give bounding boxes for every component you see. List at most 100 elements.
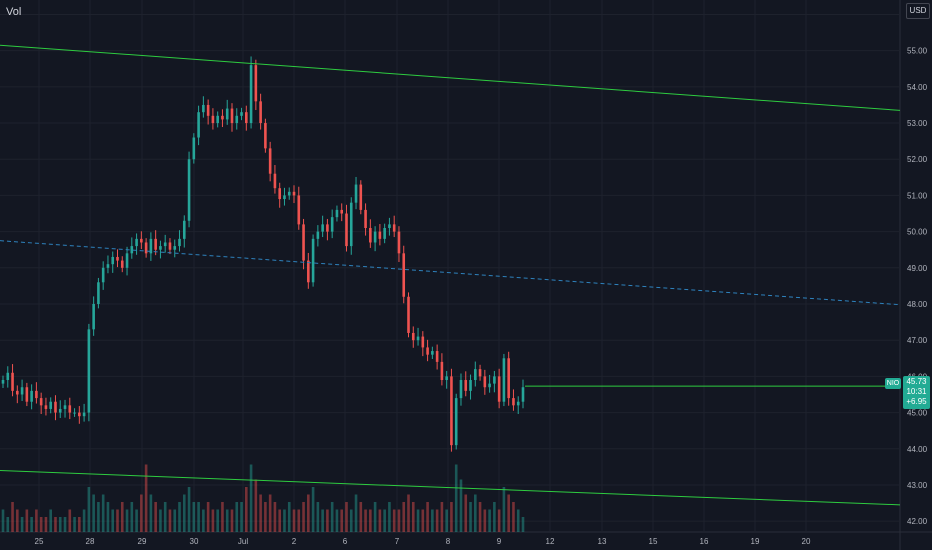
volume-bar	[58, 517, 62, 532]
volume-bar	[125, 509, 129, 532]
y-tick-label: 50.00	[907, 228, 928, 237]
volume-bar	[392, 509, 396, 532]
currency-badge[interactable]: USD	[906, 3, 930, 19]
candle-body	[116, 256, 119, 261]
volume-indicator-label[interactable]: Vol	[6, 6, 22, 18]
x-tick-label: Jul	[238, 537, 248, 546]
volume-bar	[287, 502, 291, 532]
candle-body	[416, 336, 420, 341]
volume-bar	[106, 502, 110, 532]
candle-body	[521, 387, 525, 402]
x-tick-label: 12	[546, 537, 555, 546]
trend-lines[interactable]	[0, 44, 901, 506]
volume-bar	[68, 509, 72, 532]
candle-body	[35, 390, 38, 399]
candle-body	[25, 387, 29, 402]
candle-body	[6, 372, 10, 380]
candle-body	[450, 376, 453, 446]
volume-bar	[163, 502, 167, 532]
volume-bar	[116, 509, 119, 532]
volume-bar	[302, 502, 305, 532]
candle-body	[273, 173, 277, 189]
candle-body	[264, 123, 267, 149]
candle-body	[135, 238, 138, 247]
x-tick-label: 25	[35, 537, 44, 546]
candle-body	[30, 390, 33, 402]
candle-body	[68, 405, 72, 413]
candle-body	[359, 184, 363, 210]
channel-lower-line[interactable]	[0, 469, 901, 506]
channel-upper-line[interactable]	[0, 44, 901, 111]
channel-mid-line[interactable]	[0, 240, 901, 306]
price-change: +6.95	[906, 397, 927, 406]
volume-bar	[349, 509, 353, 532]
candle-body	[225, 108, 229, 120]
volume-bar	[225, 509, 229, 532]
candle-body	[230, 108, 234, 124]
candle-body	[54, 401, 57, 413]
volume-bar	[101, 494, 105, 532]
volume-bar	[82, 509, 86, 532]
candle-body	[211, 115, 215, 124]
candle-body	[221, 115, 224, 120]
candle-body	[297, 195, 301, 225]
candle-body	[469, 380, 472, 391]
candle-body	[159, 246, 162, 250]
y-tick-label: 49.00	[907, 264, 928, 273]
volume-bar	[264, 502, 267, 532]
candle-body	[278, 188, 281, 200]
volume-bar	[321, 509, 324, 532]
candle-body	[502, 358, 506, 402]
candle-body	[459, 380, 463, 399]
y-tick-label: 53.00	[907, 119, 928, 128]
volume-bar	[211, 509, 215, 532]
volume-bar	[369, 509, 372, 532]
volume-bar	[464, 494, 468, 532]
x-tick-label: 2	[292, 537, 297, 546]
x-tick-label: 20	[802, 537, 811, 546]
candle-body	[58, 408, 62, 413]
volume-bar	[230, 509, 234, 532]
y-tick-label: 44.00	[907, 445, 928, 454]
volume-bar	[297, 509, 301, 532]
volume-bar	[421, 509, 425, 532]
volume-bar	[364, 509, 367, 532]
volume-bar	[245, 487, 248, 532]
y-tick-label: 52.00	[907, 155, 928, 164]
candle-body	[345, 213, 348, 247]
volume-bar	[240, 502, 243, 532]
price-axis[interactable]: 56.0055.0054.0053.0052.0051.0050.0049.00…	[907, 10, 928, 526]
volume-bar	[497, 509, 501, 532]
candle-body	[488, 383, 491, 388]
candle-body	[354, 184, 358, 203]
candle-body	[493, 376, 496, 384]
volume-bar	[307, 494, 310, 532]
volume-bar	[512, 502, 515, 532]
candle-body	[316, 231, 320, 239]
candle-body	[192, 137, 196, 160]
volume-bar	[144, 464, 148, 532]
volume-bar	[373, 502, 377, 532]
candle-body	[111, 256, 115, 265]
volume-bar	[130, 502, 134, 532]
volume-bar	[216, 509, 219, 532]
volume-bar	[235, 502, 239, 532]
candle-body	[431, 351, 434, 355]
candle-body	[173, 246, 177, 250]
volume-bar	[483, 509, 487, 532]
volume-bar	[388, 502, 391, 532]
volume-bar	[440, 502, 444, 532]
volume-bar	[11, 502, 14, 532]
time-axis[interactable]: 25 28 29 30 Jul 2 6 7 8 9 12 13 15 16 19 20	[35, 537, 811, 546]
volume-bar	[35, 509, 38, 532]
y-tick-label: 42.00	[907, 517, 928, 526]
volume-bar	[73, 517, 76, 532]
volume-bar	[192, 502, 196, 532]
candle-body	[483, 376, 487, 388]
x-tick-label: 8	[446, 537, 451, 546]
volume-bar	[292, 509, 296, 532]
candle-body	[92, 304, 95, 330]
volume-bar	[44, 517, 48, 532]
volume-bar	[516, 509, 520, 532]
